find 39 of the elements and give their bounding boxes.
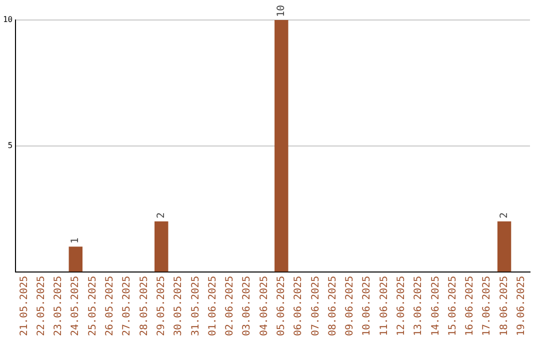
x-tick-label: 12.06.2025 xyxy=(396,276,407,336)
x-tick-label: 28.05.2025 xyxy=(138,276,150,336)
x-tick-label: 18.06.2025 xyxy=(498,276,510,336)
x-tick-label: 02.06.2025 xyxy=(224,276,236,336)
x-tick-label: 17.06.2025 xyxy=(482,276,493,336)
x-tick-label: 21.05.2025 xyxy=(18,276,30,336)
x-tick-label: 11.06.2025 xyxy=(378,276,390,336)
x-tick-label: 27.05.2025 xyxy=(122,276,133,336)
x-tick-label: 09.06.2025 xyxy=(344,276,356,336)
data-label: 2 xyxy=(498,212,510,218)
x-tick-label: 29.05.2025 xyxy=(156,276,167,336)
x-tick-label: 06.06.2025 xyxy=(293,276,304,336)
x-tick-label: 25.05.2025 xyxy=(87,276,98,336)
bar xyxy=(154,221,168,272)
x-tick-label: 07.06.2025 xyxy=(310,276,322,336)
x-tick-label: 24.05.2025 xyxy=(70,276,82,336)
x-tick-label: 22.05.2025 xyxy=(36,276,47,336)
data-label: 1 xyxy=(70,238,82,244)
bar xyxy=(497,221,512,272)
x-tick-label: 23.05.2025 xyxy=(53,276,64,336)
x-tick-label: 13.06.2025 xyxy=(413,276,424,336)
y-tick-label: 5 xyxy=(8,140,13,150)
x-tick-label: 30.05.2025 xyxy=(173,276,184,336)
x-tick-label: 31.05.2025 xyxy=(190,276,202,336)
x-tick-label: 15.06.2025 xyxy=(447,276,458,336)
x-tick-label: 05.06.2025 xyxy=(276,276,287,336)
x-tick-label: 10.06.2025 xyxy=(362,276,373,336)
x-tick-label: 03.06.2025 xyxy=(242,276,253,336)
x-tick-label: 26.05.2025 xyxy=(104,276,116,336)
bar xyxy=(274,20,288,272)
bar xyxy=(68,246,82,272)
x-tick-label: 08.06.2025 xyxy=(327,276,338,336)
x-tick-label: 01.06.2025 xyxy=(207,276,218,336)
data-label: 2 xyxy=(156,212,167,218)
x-tick-label: 14.06.2025 xyxy=(430,276,442,336)
x-tick-label: 04.06.2025 xyxy=(258,276,270,336)
x-tick-label: 19.06.2025 xyxy=(516,276,528,336)
data-label: 10 xyxy=(276,4,287,17)
x-tick-label: 16.06.2025 xyxy=(464,276,476,336)
